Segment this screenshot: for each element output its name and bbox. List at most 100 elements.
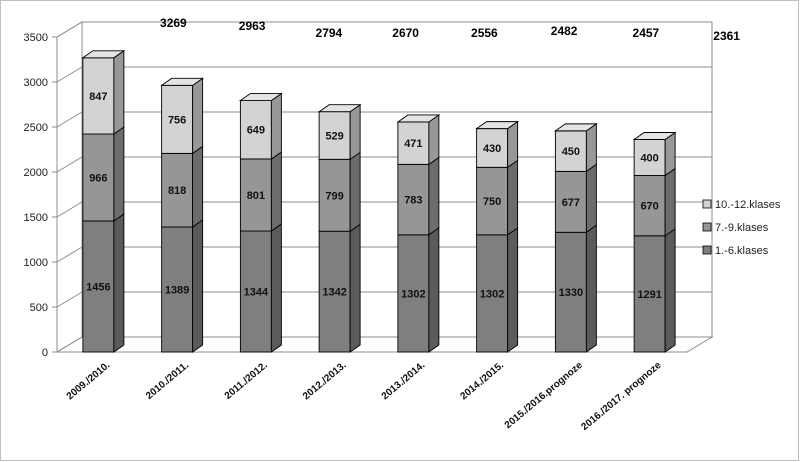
bar-top (553, 123, 598, 132)
data-label: 400 (640, 153, 658, 165)
bar-front (397, 234, 430, 353)
bar-front (161, 152, 194, 228)
side-wall (56, 21, 83, 353)
bar-top (632, 132, 677, 140)
gridline-depth (56, 201, 83, 218)
legend-swatch (702, 245, 712, 255)
bar-side (664, 167, 676, 237)
data-label: 847 (89, 91, 107, 103)
bar-segment: 801 (239, 151, 282, 232)
x-tick-label: 2016./2017. prognoze (579, 360, 663, 433)
y-tick-label: 0 (42, 347, 48, 359)
total-label: 2361 (713, 29, 740, 43)
bar-front (239, 230, 272, 353)
data-label: 1456 (86, 281, 110, 293)
data-label: 670 (640, 201, 658, 213)
y-tick-label: 500 (30, 302, 48, 314)
y-tick-label: 1000 (24, 257, 48, 269)
data-label: 677 (562, 197, 580, 209)
bar-side (270, 151, 282, 232)
bar-front (397, 163, 430, 236)
bar-segment: 1302 (397, 226, 440, 353)
gridline-depth (56, 156, 83, 173)
legend-label: 1.-6.klases (715, 245, 769, 257)
bar-side (664, 227, 676, 353)
data-label: 430 (483, 143, 501, 155)
legend: 10.-12.klases 7.-9.klases 1.-6.klases (702, 199, 781, 257)
bar-segment: 1291 (633, 227, 676, 353)
data-label: 750 (483, 196, 501, 208)
bar-segment: 670 (633, 167, 676, 237)
bar-segment: 818 (161, 145, 204, 228)
bar-side (585, 123, 597, 173)
gridline-depth (56, 111, 83, 128)
bar-segment: 750 (476, 159, 519, 236)
total-label: 2457 (633, 26, 660, 40)
x-tick-label: 2011./2012. (223, 360, 270, 402)
data-label: 966 (89, 172, 107, 184)
data-label: 818 (168, 185, 186, 197)
legend-label: 10.-12.klases (715, 199, 781, 211)
bar-side (349, 103, 361, 161)
bar-front (239, 100, 272, 160)
y-tick-label: 3000 (24, 77, 48, 89)
bar-side (113, 126, 125, 222)
gridline-depth (56, 291, 83, 308)
bar-segment: 783 (397, 156, 440, 236)
bar-front (82, 220, 115, 353)
bar-front (554, 130, 587, 172)
bar-top (81, 50, 126, 59)
bar-side (113, 49, 125, 135)
data-label: 1302 (480, 288, 504, 300)
bar-segment: 450 (553, 123, 598, 173)
bar-side (428, 114, 440, 166)
x-tick-label: 2013./2014. (380, 360, 428, 403)
bar-side (192, 219, 204, 353)
bar-front (476, 128, 509, 168)
total-label: 2482 (551, 24, 578, 38)
bar-front (633, 235, 666, 353)
y-tick-label: 2500 (24, 122, 48, 134)
bar-segment: 1389 (161, 219, 204, 353)
total-label: 2963 (239, 19, 266, 33)
data-label: 799 (325, 190, 343, 202)
bar-front (82, 57, 115, 135)
data-label: 756 (168, 114, 186, 126)
bar-side (428, 226, 440, 353)
bar-side (113, 213, 125, 353)
data-label: 1330 (559, 287, 583, 299)
bar-top (396, 114, 441, 123)
bar-front (318, 158, 351, 232)
data-label: 1389 (165, 284, 189, 296)
bar-segment: 1344 (239, 223, 282, 353)
total-label: 3269 (160, 16, 187, 30)
bar-side (507, 120, 519, 169)
bar-side (192, 77, 204, 155)
bar-top (317, 104, 362, 113)
data-label: 529 (325, 131, 343, 143)
bar-top (475, 121, 520, 130)
gridline-depth (56, 336, 83, 353)
bar-top (238, 93, 283, 101)
gridline-depth (56, 66, 83, 83)
bar-segment: 1456 (82, 213, 125, 353)
bar-front (318, 230, 351, 353)
bar-side (349, 223, 361, 353)
bar-segment: 1330 (554, 224, 597, 353)
x-tick-label: 2012./2013. (301, 360, 349, 403)
legend-label: 7.-9.klases (715, 222, 769, 234)
bar-front (633, 175, 666, 237)
gridline-depth (56, 21, 83, 38)
bar-segment: 756 (160, 77, 205, 155)
total-label: 2670 (392, 26, 419, 40)
data-label: 801 (247, 190, 265, 202)
x-tick-label: 2010./2011. (144, 360, 191, 402)
floor (55, 336, 714, 353)
bar-segment: 471 (396, 114, 441, 166)
x-tick-label: 2009./2010. (65, 360, 113, 403)
y-tick-label: 1500 (24, 212, 48, 224)
data-label: 783 (404, 195, 422, 207)
total-label: 2556 (471, 26, 498, 40)
